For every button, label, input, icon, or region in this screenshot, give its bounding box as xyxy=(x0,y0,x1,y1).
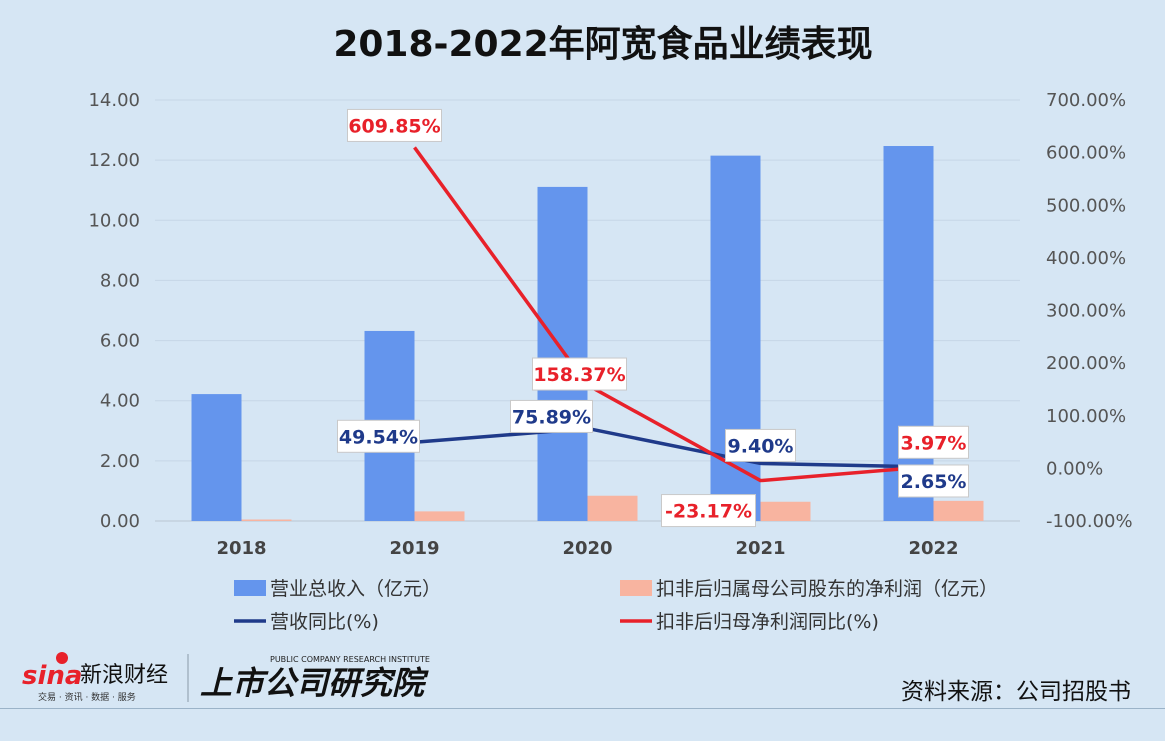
lines xyxy=(413,146,934,483)
right-tick-label: 300.00% xyxy=(1046,301,1126,322)
legend-item: 营收同比(%) xyxy=(234,611,379,633)
data-label-text: 9.40% xyxy=(728,435,794,457)
data-label: 49.54% xyxy=(337,419,420,453)
right-tick-label: 400.00% xyxy=(1046,248,1126,269)
data-label: 2.65% xyxy=(898,464,969,498)
data-label-text: -23.17% xyxy=(665,501,752,523)
legend-swatch xyxy=(620,580,652,596)
right-tick-label: 500.00% xyxy=(1046,195,1126,216)
right-tick-label: 200.00% xyxy=(1046,353,1126,374)
data-label: 609.85% xyxy=(347,108,442,142)
data-label: 75.89% xyxy=(510,399,593,433)
left-axis-ticks: 0.00 2.00 4.00 6.00 8.00 10.00 12.00 14.00 xyxy=(88,90,140,532)
bar-revenue xyxy=(537,186,588,521)
left-tick-label: 2.00 xyxy=(100,451,140,472)
footer-divider xyxy=(0,708,1165,709)
left-tick-label: 0.00 xyxy=(100,511,140,532)
data-label-box xyxy=(337,419,420,453)
line-profit-yoy xyxy=(413,146,934,483)
left-tick-label: 10.00 xyxy=(88,210,140,231)
legend-item: 扣非后归属母公司股东的净利润（亿元） xyxy=(620,578,998,600)
sina-eye-icon xyxy=(56,652,68,664)
bar-net-profit xyxy=(587,495,638,521)
chart-svg: 2018-2022年阿宽食品业绩表现 0.00 2.00 4.00 6.00 8.00 1… xyxy=(88,23,1133,633)
legend: 营业总收入（亿元） 扣非后归属母公司股东的净利润（亿元） 营收同比(%) 扣非后归母净… xyxy=(234,578,998,633)
legend-item: 营业总收入（亿元） xyxy=(234,578,441,600)
data-label-text: 49.54% xyxy=(339,426,418,448)
data-label-box xyxy=(898,464,969,498)
data-label-text: 609.85% xyxy=(348,115,440,137)
logos-svg: sina 新浪财经 交易 · 资讯 · 数据 · 服务 PUBLIC COMPA… xyxy=(22,652,430,703)
data-label-box xyxy=(510,399,593,433)
left-tick-label: 14.00 xyxy=(88,90,140,111)
legend-item: 扣非后归母净利润同比(%) xyxy=(620,611,879,633)
legend-label: 营收同比(%) xyxy=(270,611,379,633)
data-label-text: 75.89% xyxy=(512,406,591,428)
left-tick-label: 8.00 xyxy=(100,270,140,291)
right-tick-label: 700.00% xyxy=(1046,90,1126,111)
left-tick-label: 12.00 xyxy=(88,150,140,171)
institute-en-name: PUBLIC COMPANY RESEARCH INSTITUTE xyxy=(270,655,430,664)
x-tick-label: 2020 xyxy=(562,538,612,559)
sina-cn-name: 新浪财经 xyxy=(80,663,168,688)
data-label: 9.40% xyxy=(725,428,796,462)
legend-label: 营业总收入（亿元） xyxy=(270,578,441,600)
right-tick-label: 0.00% xyxy=(1046,458,1103,479)
x-tick-label: 2022 xyxy=(908,538,958,559)
bar-net-profit xyxy=(760,501,811,521)
bar-revenue xyxy=(191,394,242,521)
sina-logo: sina 新浪财经 交易 · 资讯 · 数据 · 服务 xyxy=(22,652,168,703)
data-label-box xyxy=(725,428,796,462)
sina-wordmark: sina xyxy=(22,661,82,691)
institute-cn-name: 上市公司研究院 xyxy=(200,664,429,702)
x-tick-label: 2019 xyxy=(389,538,439,559)
legend-label: 扣非后归属母公司股东的净利润（亿元） xyxy=(656,578,998,600)
data-label: 3.97% xyxy=(898,425,969,459)
data-label: -23.17% xyxy=(661,494,756,528)
data-label-text: 158.37% xyxy=(533,364,625,386)
institute-logo: PUBLIC COMPANY RESEARCH INSTITUTE 上市公司研究… xyxy=(200,655,430,702)
right-tick-label: -100.00% xyxy=(1046,511,1133,532)
right-axis-ticks: -100.00% 0.00% 100.00% 200.00% 300.00% 400.00… xyxy=(1046,90,1133,532)
data-label-box xyxy=(898,425,969,459)
data-labels: 49.54% 75.89% 9.40% 2.65% 609.85% 158.37% -23.… xyxy=(337,108,969,528)
legend-swatch xyxy=(234,580,266,596)
left-tick-label: 4.00 xyxy=(100,391,140,412)
right-tick-label: 100.00% xyxy=(1046,406,1126,427)
bar-net-profit xyxy=(241,519,292,521)
x-axis-labels: 2018 2019 2020 2021 2022 xyxy=(216,538,958,559)
bar-net-profit xyxy=(414,511,465,521)
sina-subtitle: 交易 · 资讯 · 数据 · 服务 xyxy=(38,691,136,703)
x-tick-label: 2021 xyxy=(735,538,785,559)
source-note: 资料来源：公司招股书 xyxy=(901,679,1131,705)
left-tick-label: 6.00 xyxy=(100,331,140,352)
data-label-box xyxy=(347,108,442,142)
bar-net-profit xyxy=(933,500,984,521)
legend-label: 扣非后归母净利润同比(%) xyxy=(656,611,879,633)
data-label-text: 2.65% xyxy=(901,471,967,493)
right-tick-label: 600.00% xyxy=(1046,143,1126,164)
line-revenue-yoy xyxy=(414,426,934,469)
data-label: 158.37% xyxy=(532,357,627,391)
footer-logos: sina 新浪财经 交易 · 资讯 · 数据 · 服务 PUBLIC COMPA… xyxy=(20,648,440,706)
data-label-box xyxy=(661,494,756,528)
chart-title: 2018-2022年阿宽食品业绩表现 xyxy=(333,23,872,65)
x-tick-label: 2018 xyxy=(216,538,266,559)
data-label-text: 3.97% xyxy=(901,432,967,454)
data-label-box xyxy=(532,357,627,391)
